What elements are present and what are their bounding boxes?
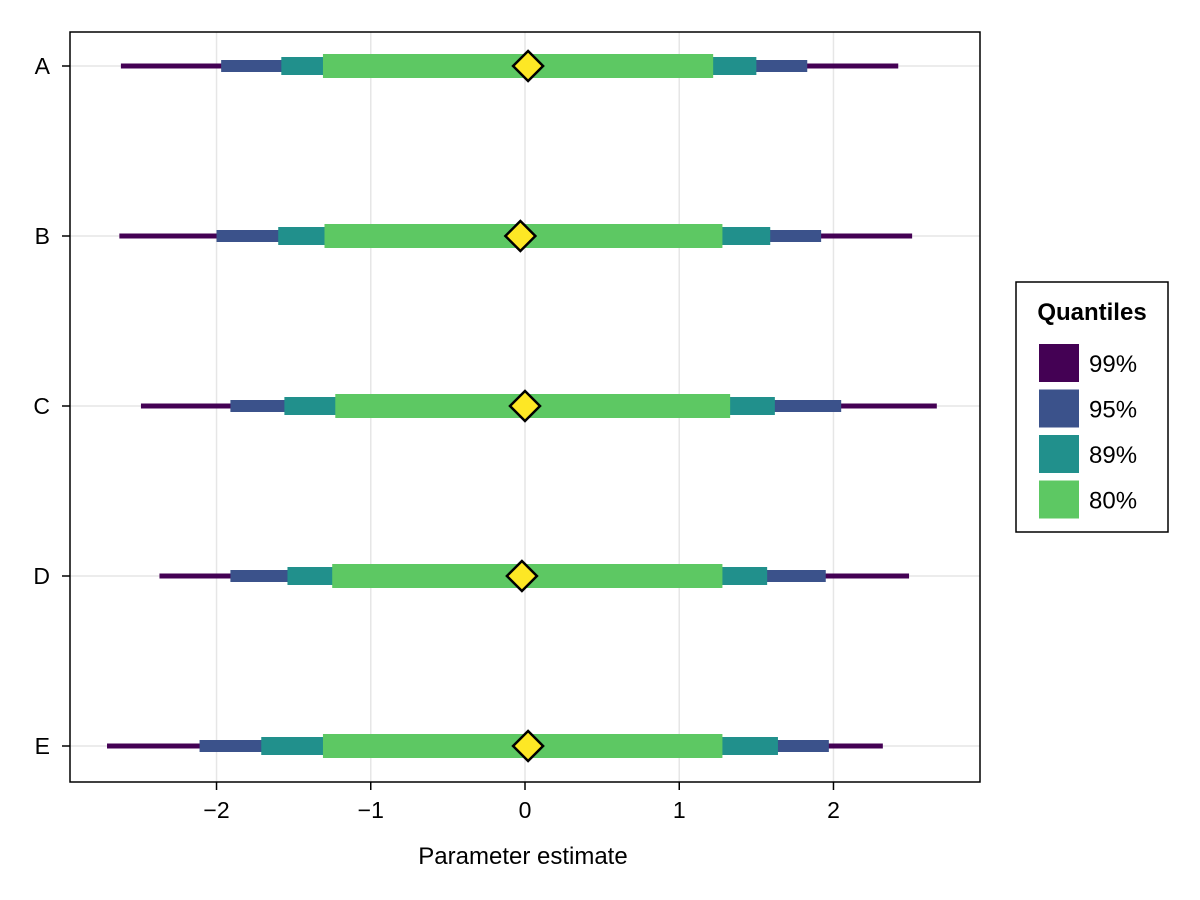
point-estimate-d <box>505 559 539 593</box>
point-estimate-e <box>511 729 545 763</box>
legend-swatch-89 <box>1039 435 1079 473</box>
x-tick-label: −2 <box>203 797 229 823</box>
legend-swatch-99 <box>1039 344 1079 382</box>
point-estimate-a <box>511 49 545 83</box>
x-tick-label: 2 <box>827 797 840 823</box>
legend-label-95: 95% <box>1089 397 1137 424</box>
point-estimate-c <box>508 389 542 423</box>
y-tick-label: C <box>33 393 50 419</box>
y-tick-label: D <box>33 563 50 589</box>
x-tick-label: 0 <box>519 797 532 823</box>
legend-swatch-95 <box>1039 389 1079 428</box>
y-tick-label: B <box>35 223 50 249</box>
legend-label-80: 80% <box>1089 488 1137 515</box>
legend-label-99: 99% <box>1089 351 1137 378</box>
point-estimate-b <box>503 219 538 253</box>
y-tick-label: A <box>35 53 51 79</box>
x-tick-label: 1 <box>673 797 686 823</box>
x-tick-label: −1 <box>358 797 384 823</box>
legend-swatch-80 <box>1039 480 1079 519</box>
y-tick-label: E <box>35 733 50 759</box>
legend-title: Quantiles <box>1037 299 1146 326</box>
x-axis-label: Parameter estimate <box>418 843 627 870</box>
legend-label-89: 89% <box>1089 442 1137 469</box>
